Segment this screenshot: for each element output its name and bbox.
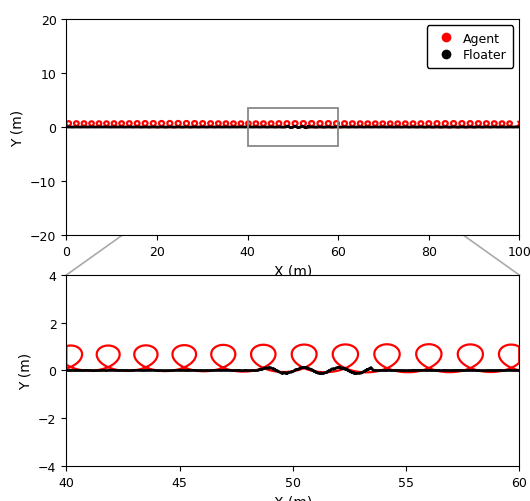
Y-axis label: Y (m): Y (m) [11,109,24,146]
Legend: Agent, Floater: Agent, Floater [427,26,513,69]
Y-axis label: Y (m): Y (m) [19,352,33,389]
X-axis label: X (m): X (m) [273,264,312,278]
Bar [248,109,338,147]
X-axis label: X (m): X (m) [273,494,312,501]
